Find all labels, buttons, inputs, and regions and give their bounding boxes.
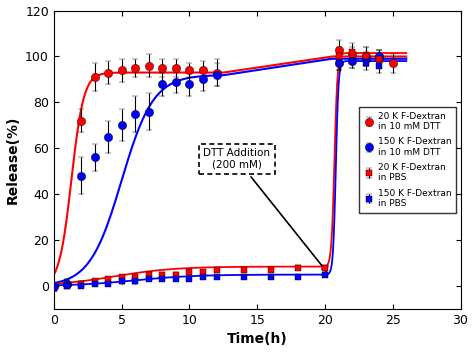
Y-axis label: Release(%): Release(%) [6, 115, 19, 204]
Text: DTT Addition
(200 mM): DTT Addition (200 mM) [203, 148, 326, 271]
Legend: 20 K F-Dextran
in 10 mM DTT, 150 K F-Dextran
in 10 mM DTT, 20 K F-Dextran
in PBS: 20 K F-Dextran in 10 mM DTT, 150 K F-Dex… [359, 107, 456, 213]
X-axis label: Time(h): Time(h) [227, 332, 288, 346]
